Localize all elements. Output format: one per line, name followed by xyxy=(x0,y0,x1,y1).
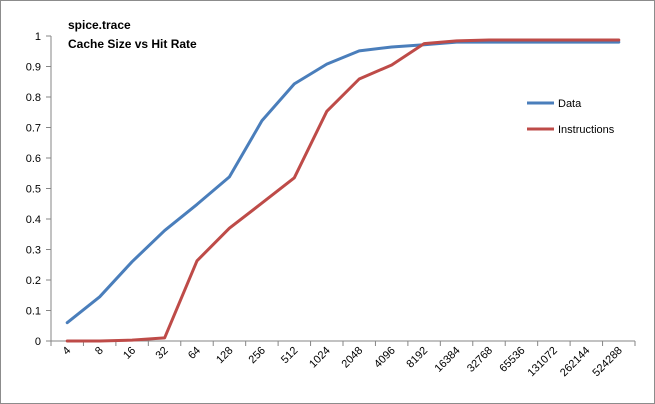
y-tick-label: 0.6 xyxy=(26,153,41,165)
x-tick-label: 65536 xyxy=(497,345,527,375)
x-axis-ticks: 4 8 16 32 64 128 256 512 1024 2048 4096 8192 16384 32… xyxy=(50,341,636,379)
axes xyxy=(50,36,635,342)
x-tick-label: 32 xyxy=(154,345,171,362)
x-tick-label: 262144 xyxy=(558,345,592,379)
x-tick-label: 512 xyxy=(279,345,300,366)
x-tick-label: 4096 xyxy=(372,345,398,371)
legend-label-data: Data xyxy=(558,98,582,110)
y-tick-label: 0.9 xyxy=(26,62,41,74)
x-tick-label: 524288 xyxy=(590,345,624,379)
x-tick-label: 32768 xyxy=(465,345,495,375)
y-tick-label: 0.8 xyxy=(26,92,41,104)
x-tick-label: 4 xyxy=(61,345,74,358)
x-tick-label: 1024 xyxy=(307,345,333,371)
series-line-instructions xyxy=(65,38,621,343)
x-tick-label: 128 xyxy=(214,345,235,366)
x-tick-label: 64 xyxy=(186,345,203,362)
x-tick-label: 16 xyxy=(121,345,138,362)
chart-title-line-1: spice.trace xyxy=(68,18,131,32)
x-tick-label: 8192 xyxy=(404,345,430,371)
series-line-data xyxy=(65,40,621,325)
x-tick-label: 16384 xyxy=(433,345,463,375)
y-axis-ticks: 0 0.1 0.2 0.3 0.4 0.5 0.6 0.7 0.8 0.9 1 xyxy=(26,31,51,348)
x-tick-label: 2048 xyxy=(340,345,366,371)
y-tick-label: 1 xyxy=(35,31,41,43)
legend: Data Instructions xyxy=(527,98,615,136)
x-tick-label: 131072 xyxy=(526,345,560,379)
y-tick-label: 0.5 xyxy=(26,184,41,196)
y-tick-label: 0.4 xyxy=(26,214,41,226)
y-tick-label: 0 xyxy=(35,336,41,348)
legend-label-instructions: Instructions xyxy=(558,124,615,136)
chart-title-line-2: Cache Size vs Hit Rate xyxy=(68,37,197,51)
x-tick-label: 8 xyxy=(93,345,106,358)
series-lines xyxy=(65,38,621,343)
x-tick-label: 256 xyxy=(247,345,268,366)
y-tick-label: 0.2 xyxy=(26,275,41,287)
y-tick-label: 0.7 xyxy=(26,123,41,135)
y-tick-label: 0.1 xyxy=(26,306,41,318)
y-tick-label: 0.3 xyxy=(26,245,41,257)
